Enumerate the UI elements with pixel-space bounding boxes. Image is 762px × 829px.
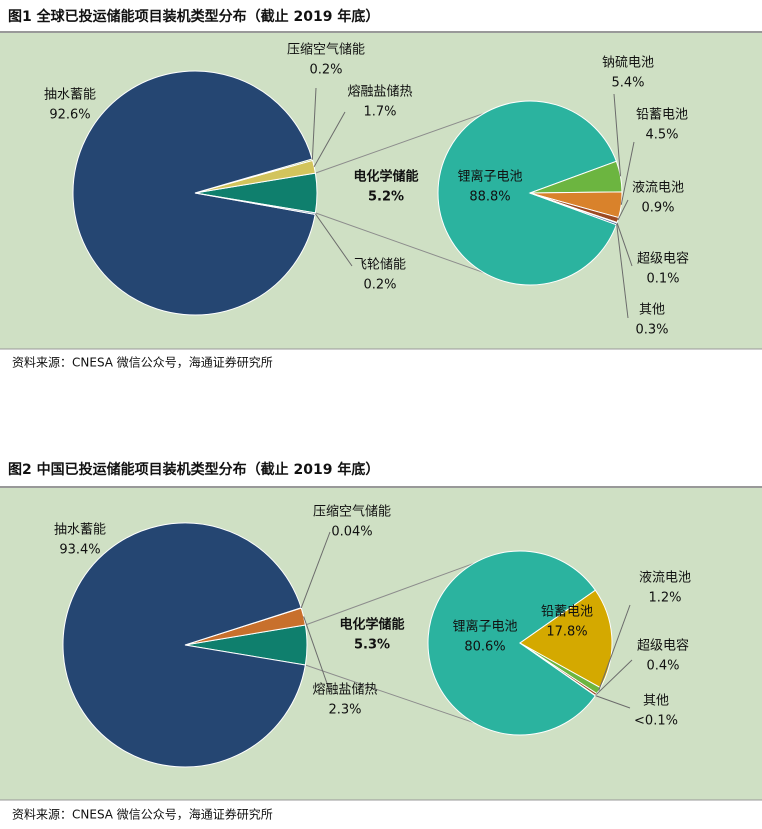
slice-label: 液流电池 (632, 181, 684, 196)
leader-line (300, 531, 331, 609)
value-label: 80.6% (464, 640, 505, 655)
pie-slice (427, 550, 597, 736)
value-label: 0.4% (646, 659, 679, 674)
slice-label: 压缩空气储能 (287, 42, 365, 58)
slice-label: 压缩空气储能 (313, 504, 391, 520)
slice-label: 铅蓄电池 (541, 605, 593, 620)
slice-label: 超级电容 (637, 638, 689, 654)
slice-label: 铅蓄电池 (636, 108, 688, 123)
value-label: 5.2% (368, 190, 404, 205)
value-label: 0.04% (331, 525, 372, 540)
slice-label: 钠硫电池 (602, 56, 654, 71)
slice-label: 抽水蓄能 (44, 88, 96, 103)
leader-line (616, 222, 633, 267)
slice-label: 液流电池 (639, 571, 691, 586)
leader-line (613, 93, 621, 177)
leader-line (620, 141, 635, 205)
slice-label: 锂离子电池 (452, 619, 517, 635)
connector (315, 112, 485, 174)
value-label: 2.3% (328, 703, 361, 718)
value-label: 1.2% (648, 591, 681, 606)
pie-slice (62, 522, 306, 768)
value-label: 88.8% (469, 190, 510, 205)
pie-slice (72, 70, 316, 316)
leader-line (303, 616, 331, 693)
connector (305, 664, 475, 724)
value-label: <0.1% (634, 714, 678, 729)
slice-label: 熔融盐储热 (347, 85, 412, 100)
value-label: 0.2% (363, 278, 396, 293)
pie-slice (194, 192, 316, 215)
slice-label: 飞轮储能 (354, 258, 406, 273)
leader-line (595, 659, 633, 695)
value-label: 17.8% (546, 625, 587, 640)
leader-line (616, 223, 629, 319)
source: 资料来源：CNESA 微信公众号，海通证券研究所 (12, 355, 273, 370)
pie-slice (437, 100, 618, 286)
value-label: 5.3% (354, 638, 390, 653)
leader-line (595, 695, 631, 709)
value-label: 0.3% (635, 323, 668, 338)
slice-label: 其他 (639, 303, 665, 318)
pie-slice (519, 589, 613, 689)
value-label: 1.7% (363, 105, 396, 120)
leader-line (313, 111, 346, 167)
leader-line (314, 213, 353, 267)
value-label: 93.4% (59, 543, 100, 558)
slice-label: 熔融盐储热 (312, 683, 377, 698)
source: 资料来源：CNESA 微信公众号，海通证券研究所 (12, 807, 273, 822)
value-label: 5.4% (611, 76, 644, 91)
slice-label: 锂离子电池 (457, 169, 522, 185)
chart-title: 图1 全球已投运储能项目装机类型分布（截止 2019 年底） (8, 8, 379, 25)
leader-line (311, 87, 317, 160)
chart-title: 图2 中国已投运储能项目装机类型分布（截止 2019 年底） (8, 461, 379, 478)
slice-label: 电化学储能 (339, 617, 404, 633)
value-label: 0.2% (309, 63, 342, 78)
connector (305, 562, 475, 626)
value-label: 4.5% (645, 128, 678, 143)
connector (315, 212, 485, 274)
slice-label: 其他 (643, 694, 669, 709)
slice-label: 超级电容 (637, 251, 689, 267)
value-label: 0.1% (646, 272, 679, 287)
slice-label: 抽水蓄能 (54, 523, 106, 538)
slice-label: 电化学储能 (353, 169, 418, 185)
leader-line (598, 604, 631, 691)
value-label: 0.9% (641, 201, 674, 216)
value-label: 92.6% (49, 108, 90, 123)
leader-line (617, 199, 629, 221)
